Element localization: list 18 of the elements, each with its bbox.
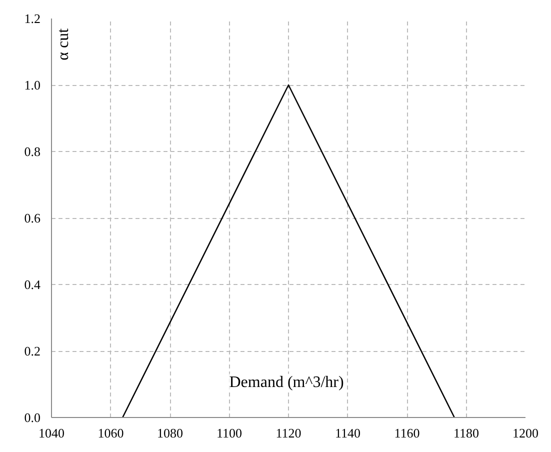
x-tick-label: 1200: [512, 426, 538, 440]
y-tick-label: 0.6: [24, 210, 41, 226]
x-tick-label: 1040: [38, 426, 64, 440]
x-tick-label: 1160: [394, 426, 420, 440]
y-tick-label: 0.4: [24, 277, 41, 292]
x-tick-label: 1180: [453, 426, 480, 440]
x-axis-title: Demand (m^3/hr): [229, 374, 344, 391]
y-tick-label: 1.2: [24, 11, 40, 26]
x-tick-label: 1100: [216, 426, 242, 440]
y-tick-label: 0.2: [24, 344, 40, 358]
y-tick-label: 0.8: [24, 144, 40, 159]
x-tick-label: 1120: [276, 426, 302, 440]
y-axis-title: α cut: [55, 28, 72, 60]
x-tick-label: 1140: [334, 426, 361, 440]
x-tick-label: 1060: [98, 426, 124, 440]
x-tick-label: 1080: [157, 426, 183, 440]
y-tick-label: 1.0: [24, 78, 40, 92]
y-tick-label: 0.0: [24, 410, 40, 425]
